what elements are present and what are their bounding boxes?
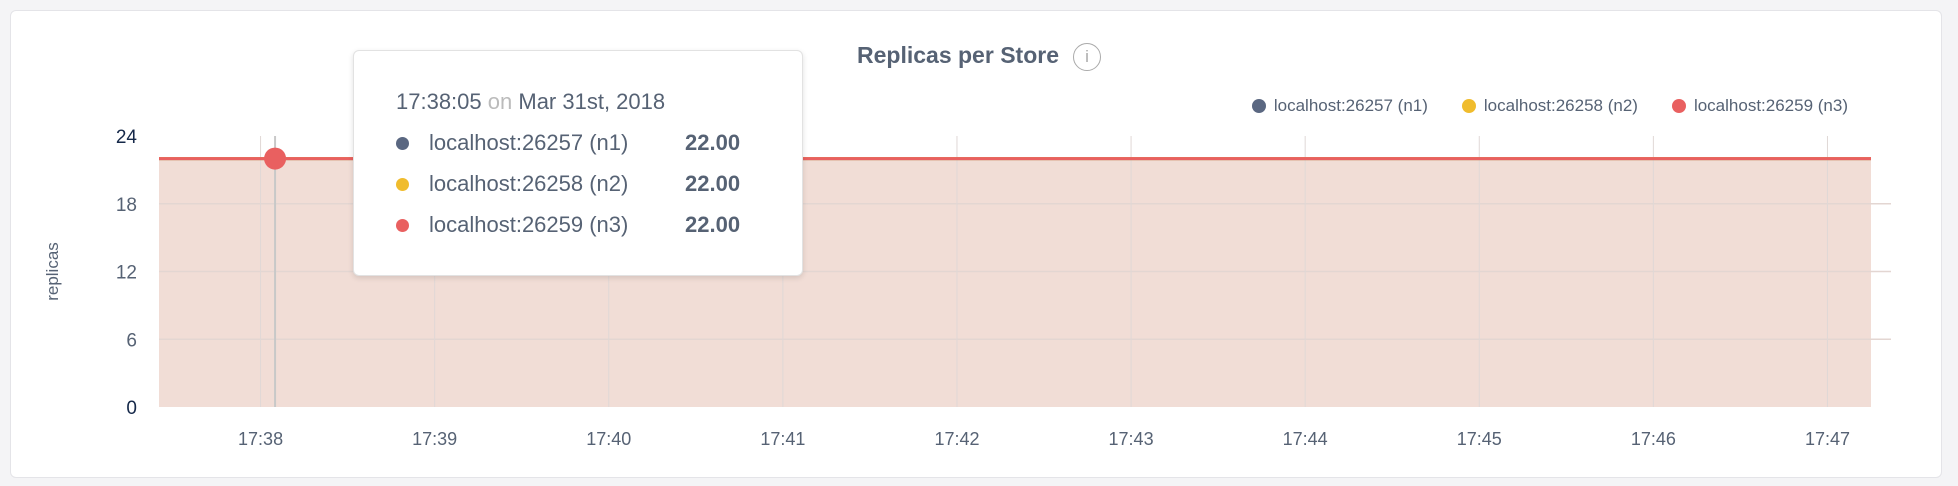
- x-tick-label: 17:46: [1631, 429, 1676, 449]
- y-tick-label: 18: [116, 195, 137, 216]
- y-tick-label: 12: [116, 263, 137, 284]
- legend: localhost:26257 (n1) localhost:26258 (n2…: [1251, 96, 1848, 116]
- legend-item-n1[interactable]: localhost:26257 (n1): [1251, 96, 1428, 116]
- chart-title: Replicas per Store: [857, 42, 1059, 68]
- tooltip-label: localhost:26259 (n3): [429, 212, 629, 237]
- legend-dot: [1251, 99, 1266, 113]
- tooltip-value: 22.00: [685, 171, 741, 196]
- legend-dot: [1671, 99, 1686, 113]
- y-tick-label: 6: [126, 330, 137, 351]
- legend-item-n2[interactable]: localhost:26258 (n2): [1461, 96, 1638, 116]
- legend-label: localhost:26259 (n3): [1693, 96, 1848, 115]
- tooltip-row: localhost:26259 (n3) 22.00: [396, 212, 802, 238]
- hover-point: [264, 147, 287, 170]
- tooltip-dot: [396, 218, 409, 232]
- x-tick-label: 17:41: [760, 429, 805, 449]
- x-tick-label: 17:40: [586, 429, 631, 449]
- tooltip-date: Mar 31st, 2018: [518, 89, 666, 114]
- legend-label: localhost:26258 (n2): [1483, 96, 1638, 115]
- legend-label: localhost:26257 (n1): [1273, 96, 1428, 115]
- x-tick-label: 17:45: [1457, 429, 1502, 449]
- tooltip-label: localhost:26258 (n2): [429, 171, 629, 196]
- y-tick-label: 24: [116, 127, 138, 148]
- x-tick-label: 17:47: [1805, 429, 1850, 449]
- tooltip-value: 22.00: [685, 212, 741, 237]
- tooltip: 17:38:05 on Mar 31st, 2018 localhost:262…: [353, 50, 803, 276]
- tooltip-time: 17:38:05: [396, 89, 482, 114]
- y-tick-label: 0: [126, 398, 137, 419]
- x-tick-label: 17:44: [1283, 429, 1328, 449]
- tooltip-label: localhost:26257 (n1): [429, 130, 629, 155]
- tooltip-row: localhost:26258 (n2) 22.00: [396, 171, 802, 197]
- x-tick-label: 17:42: [934, 429, 979, 449]
- chart-title-wrap: Replicas per Store i: [0, 42, 1958, 71]
- x-tick-label: 17:39: [412, 429, 457, 449]
- info-icon[interactable]: i: [1072, 42, 1101, 71]
- tooltip-row: localhost:26257 (n1) 22.00: [396, 130, 802, 156]
- tooltip-dot: [396, 177, 409, 191]
- y-axis-label: replicas: [43, 242, 62, 301]
- x-tick-label: 17:43: [1109, 429, 1154, 449]
- tooltip-on: on: [487, 89, 513, 114]
- legend-dot: [1461, 99, 1476, 113]
- x-tick-label: 17:38: [238, 429, 283, 449]
- tooltip-header: 17:38:05 on Mar 31st, 2018: [396, 89, 802, 115]
- legend-item-n3[interactable]: localhost:26259 (n3): [1671, 96, 1848, 116]
- tooltip-value: 22.00: [685, 130, 741, 155]
- tooltip-dot: [396, 136, 409, 150]
